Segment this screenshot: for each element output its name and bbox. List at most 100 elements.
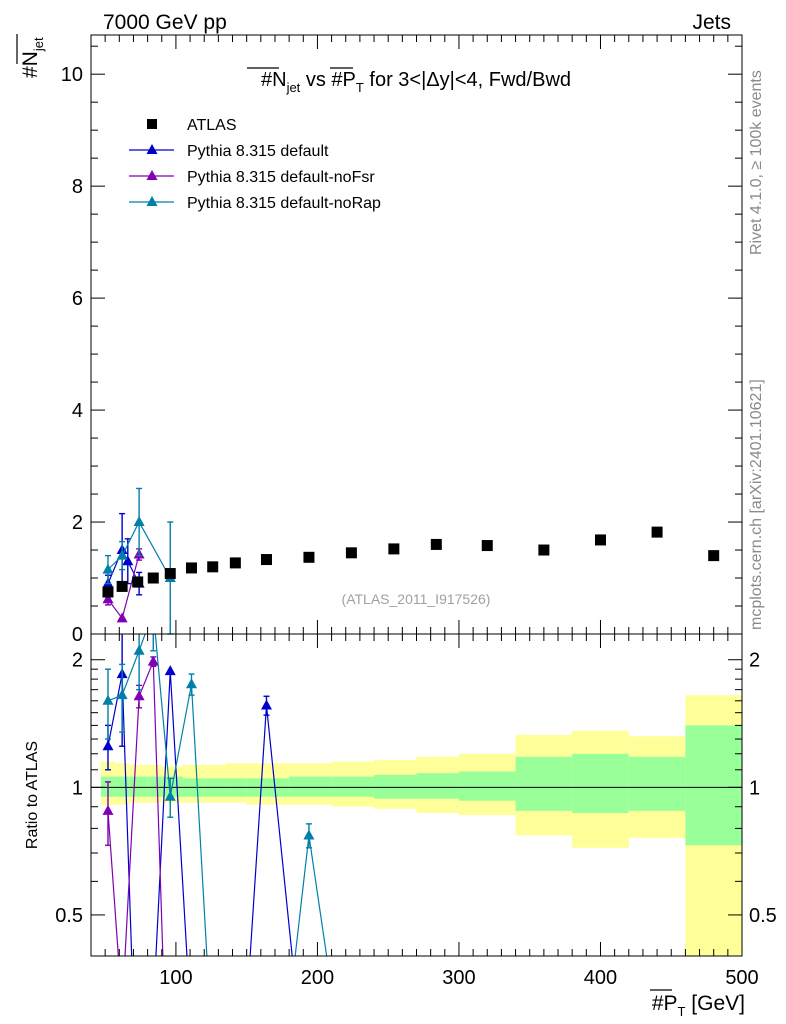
ratio-band-inner [515, 756, 573, 811]
pythia-8-315-default-point [122, 555, 134, 566]
ratio-band-inner [628, 756, 686, 811]
main-ytick-label: 0 [72, 624, 83, 646]
xlabel-p-sub: T [678, 1004, 686, 1019]
atlas-point [207, 561, 219, 573]
atlas-point [260, 554, 272, 566]
pythia-8-315-default-norap-ratio-point [116, 689, 128, 700]
ratio-band-inner [374, 774, 417, 799]
xtick-label: 200 [301, 967, 334, 989]
ratio-ytick-label-right: 0.5 [749, 905, 777, 927]
atlas-point [102, 586, 114, 598]
atlas-point [132, 576, 144, 588]
pythia-8-315-default-nofsr-point [102, 593, 114, 604]
main-ytick-label: 10 [61, 64, 83, 86]
pythia-8-315-default-nofsr-point [116, 612, 128, 623]
ratio-band-inner [147, 776, 162, 797]
atlas-point [185, 562, 197, 574]
title-p-sub: T [356, 80, 364, 95]
pythia-8-315-default-norap-line [107, 520, 171, 579]
legend-label-pythia-8-315-default-nofsr: Pythia 8.315 default-noFsr [187, 169, 375, 186]
pythia-8-315-default-nofsr-ratio-point [102, 804, 114, 815]
ratio-band-inner [416, 773, 459, 799]
ratio-ytick-label: 2 [72, 650, 83, 672]
pythia-8-315-default-norap-ratio-point [102, 694, 114, 705]
rivet-version-label: Rivet 4.1.0, ≥ 100k events [748, 70, 765, 255]
pythia-8-315-default-norap-point [133, 516, 145, 527]
ratio-axes: 0.5 0.5 1 1 2 2 100 200 300 400 500 [55, 634, 777, 989]
atlas-point [116, 580, 128, 592]
atlas-point [708, 550, 720, 562]
x-axis-label: #PT [GeV] [650, 989, 745, 1019]
title-n: #N [261, 69, 287, 91]
ratio-band [91, 695, 742, 956]
atlas-point [229, 557, 241, 569]
main-ylabel: #Njet [16, 34, 46, 78]
title-rest: for 3<|Δy|<4, Fwd/Bwd [364, 69, 571, 91]
atlas-point [345, 547, 357, 559]
ratio-data-layer [102, 634, 328, 956]
xtick-label: 300 [442, 967, 475, 989]
process-label: Jets [692, 11, 731, 34]
atlas-point [303, 551, 315, 563]
atlas-point [594, 534, 606, 546]
legend-marker-pythia-8-315-default-nofsr [146, 170, 158, 180]
ratio-ytick-label: 1 [72, 777, 83, 799]
pythia-8-315-default-norap-ratio-point [185, 678, 197, 689]
pythia-8-315-default-norap-point [116, 549, 128, 560]
atlas-point [388, 543, 400, 555]
title-vs: vs [300, 69, 331, 91]
ylabel-n: #N [19, 51, 42, 78]
main-panel: 0 2 4 6 8 10 [61, 34, 743, 646]
xlabel-p: #P [652, 992, 678, 1015]
main-axes: 0 2 4 6 8 10 [61, 35, 743, 646]
xlabel-rest: [GeV] [685, 992, 745, 1015]
ratio-band-inner [115, 776, 130, 797]
legend-label-pythia-8-315-default-norap: Pythia 8.315 default-noRap [187, 195, 381, 212]
svg-text:#PT [GeV]: #PT [GeV] [652, 992, 745, 1019]
ratio-band-inner [572, 753, 629, 813]
energy-label: 7000 GeV pp [103, 11, 227, 34]
ratio-ytick-label: 0.5 [55, 905, 83, 927]
main-ytick-label: 8 [72, 176, 83, 198]
main-ytick-label: 6 [72, 288, 83, 310]
xtick-label: 400 [584, 967, 617, 989]
svg-text:#Njet: #Njet [19, 37, 46, 78]
ratio-band-inner [458, 771, 516, 801]
legend: ATLAS Pythia 8.315 default Pythia 8.315 de… [129, 117, 381, 212]
pythia-8-315-default-ratio-point [102, 740, 114, 751]
ratio-ytick-label-right: 2 [749, 650, 760, 672]
main-data-layer [102, 487, 720, 635]
plot-title: #Njet vs #PT for 3<|Δy|<4, Fwd/Bwd [261, 69, 571, 95]
atlas-point [651, 526, 663, 538]
ylabel-n-sub: jet [31, 37, 46, 52]
pythia-8-315-default-norap-point [102, 563, 114, 574]
pythia-8-315-default-norap-ratio-line [107, 634, 328, 956]
ratio-ylabel: Ratio to ATLAS [24, 741, 41, 849]
xtick-label: 100 [159, 967, 192, 989]
pythia-8-315-default-nofsr-ratio-point [133, 690, 145, 701]
analysis-watermark: (ATLAS_2011_I917526) [342, 591, 491, 607]
atlas-point [481, 540, 493, 552]
legend-marker-atlas [147, 119, 157, 129]
atlas-point [430, 538, 442, 550]
pythia-8-315-default-ratio-line [107, 671, 293, 956]
ratio-panel: 0.5 0.5 1 1 2 2 100 200 300 400 500 [55, 633, 777, 989]
ratio-band-inner [685, 725, 742, 846]
title-p: #P [331, 69, 355, 91]
pythia-8-315-default-nofsr-ratio-line [107, 661, 164, 956]
legend-label-atlas: ATLAS [187, 117, 237, 134]
atlas-point [538, 544, 550, 556]
main-ytick-label: 2 [72, 512, 83, 534]
atlas-point [147, 572, 159, 584]
pythia-8-315-default-norap-ratio-point [133, 644, 145, 655]
xtick-label: 500 [725, 967, 758, 989]
ratio-band-inner [289, 776, 332, 797]
mcplots-label: mcplots.cern.ch [arXiv:2401.10621] [748, 379, 765, 630]
pythia-8-315-default-ratio-point [260, 699, 272, 710]
pythia-8-315-default-norap-ratio-point [303, 829, 315, 840]
legend-label-pythia-8-315-default: Pythia 8.315 default [187, 143, 329, 160]
pythia-8-315-default-ratio-point [164, 665, 176, 676]
legend-marker-pythia-8-315-default-norap [146, 196, 158, 206]
ratio-band-inner [331, 776, 375, 797]
atlas-point [164, 568, 176, 580]
